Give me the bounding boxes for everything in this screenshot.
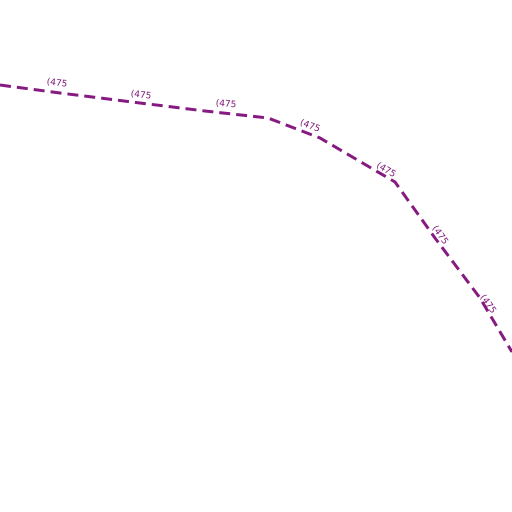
route-label: (475 — [215, 99, 236, 111]
route-label: (475 — [46, 77, 68, 89]
route-line — [0, 83, 512, 353]
route-label: (475 — [130, 89, 152, 101]
